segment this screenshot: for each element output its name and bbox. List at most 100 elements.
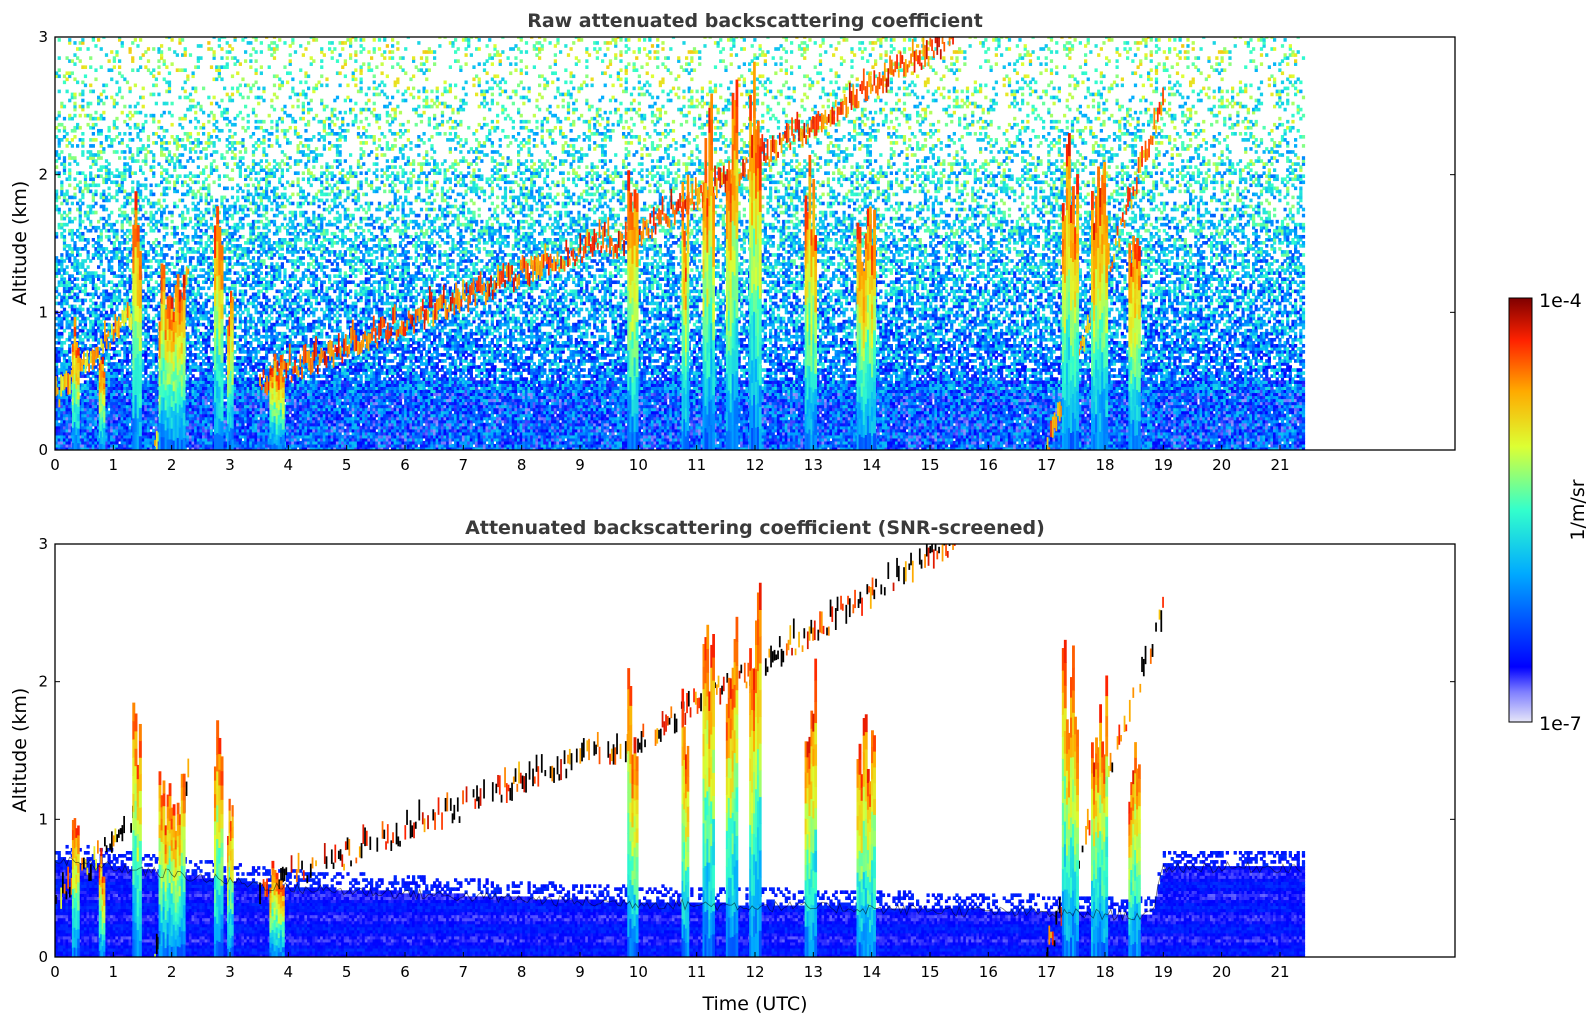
heat-cell [223, 87, 226, 91]
heat-cell [150, 265, 153, 269]
heat-cell [58, 90, 61, 94]
heat-cell [123, 105, 126, 109]
heat-cell [168, 277, 171, 281]
heat-cell [84, 84, 87, 88]
heat-cell [126, 81, 129, 85]
heat-cell [184, 165, 187, 169]
heat-cell [58, 74, 61, 78]
heat-cell [165, 65, 168, 69]
heat-cell [213, 96, 216, 100]
heat-cell [142, 96, 145, 100]
heat-cell [181, 126, 184, 130]
heat-cell [199, 105, 202, 109]
heat-cell [129, 217, 132, 221]
heat-cell [73, 114, 76, 118]
heat-cell [131, 56, 134, 60]
heat-cell [102, 117, 105, 121]
heat-cell [152, 171, 155, 175]
heat-cell [100, 156, 103, 160]
heat-cell [63, 156, 66, 160]
heat-cell [102, 90, 105, 94]
heat-cell [165, 223, 168, 227]
heat-cell [147, 144, 150, 148]
heat-cell [234, 123, 237, 127]
heat-cell [89, 65, 92, 69]
heat-cell [202, 123, 205, 127]
heat-cell [168, 180, 171, 184]
heat-cell [102, 102, 105, 106]
heat-cell [105, 53, 108, 57]
heat-cell [60, 180, 63, 184]
heat-cell [194, 126, 197, 130]
heat-cell [118, 65, 121, 69]
heat-cell [197, 280, 200, 284]
heat-cell [171, 123, 174, 127]
heat-cell [152, 47, 155, 51]
heat-cell [94, 44, 97, 48]
heat-cell [68, 208, 71, 212]
heat-cell [100, 129, 103, 133]
heat-cell [66, 90, 69, 94]
heat-cell [199, 56, 202, 60]
heat-cell [108, 162, 111, 166]
figure: Raw attenuated backscattering coefficien… [0, 0, 1595, 1020]
heat-cell [68, 38, 71, 42]
heat-cell [194, 87, 197, 91]
heat-cell [147, 314, 150, 318]
heat-cell [157, 241, 160, 245]
heat-cell [73, 177, 76, 181]
heat-cell [178, 96, 181, 100]
heat-cell [110, 265, 113, 269]
heat-cell [89, 102, 92, 106]
heat-cell [205, 165, 208, 169]
heat-cell [131, 138, 134, 142]
heat-cell [81, 220, 84, 224]
heat-cell [192, 286, 195, 290]
heat-cell [136, 123, 139, 127]
heat-cell [63, 229, 66, 233]
heat-cell [155, 77, 158, 81]
heat-cell [197, 165, 200, 169]
heat-cell [176, 53, 179, 57]
heat-cell [142, 87, 145, 91]
heat-cell [205, 153, 208, 157]
heat-cell [176, 232, 179, 236]
heat-cell [144, 114, 147, 118]
heat-cell [184, 90, 187, 94]
heat-cell [220, 129, 223, 133]
heat-cell [58, 56, 61, 60]
heat-cell [215, 199, 218, 203]
heat-cell [134, 171, 137, 175]
heat-cell [129, 229, 132, 233]
heat-cell [129, 165, 132, 169]
heat-cell [73, 62, 76, 66]
heat-cell [142, 205, 145, 209]
heat-cell [157, 120, 160, 124]
heat-cell [186, 208, 189, 212]
heat-cell [189, 132, 192, 136]
heat-cell [168, 141, 171, 145]
heat-cell [63, 105, 66, 109]
heat-cell [189, 93, 192, 97]
heat-cell [231, 87, 234, 91]
heat-cell [73, 135, 76, 139]
heat-cell [157, 71, 160, 75]
heat-cell [118, 132, 121, 136]
heat-cell [234, 132, 237, 136]
heat-cell [168, 81, 171, 85]
heat-cell [218, 174, 221, 178]
heat-cell [108, 59, 111, 63]
heat-cell [68, 162, 71, 166]
heat-cell [81, 105, 84, 109]
heat-cell [192, 99, 195, 103]
heat-cell [110, 211, 113, 215]
heat-cell [81, 308, 84, 312]
heat-cell [144, 211, 147, 215]
heat-cell [92, 144, 95, 148]
heat-cell [152, 193, 155, 197]
heat-cell [121, 96, 124, 100]
heat-cell [163, 59, 166, 63]
heat-cell [79, 59, 82, 63]
heat-cell [220, 77, 223, 81]
heat-cell [58, 111, 61, 115]
